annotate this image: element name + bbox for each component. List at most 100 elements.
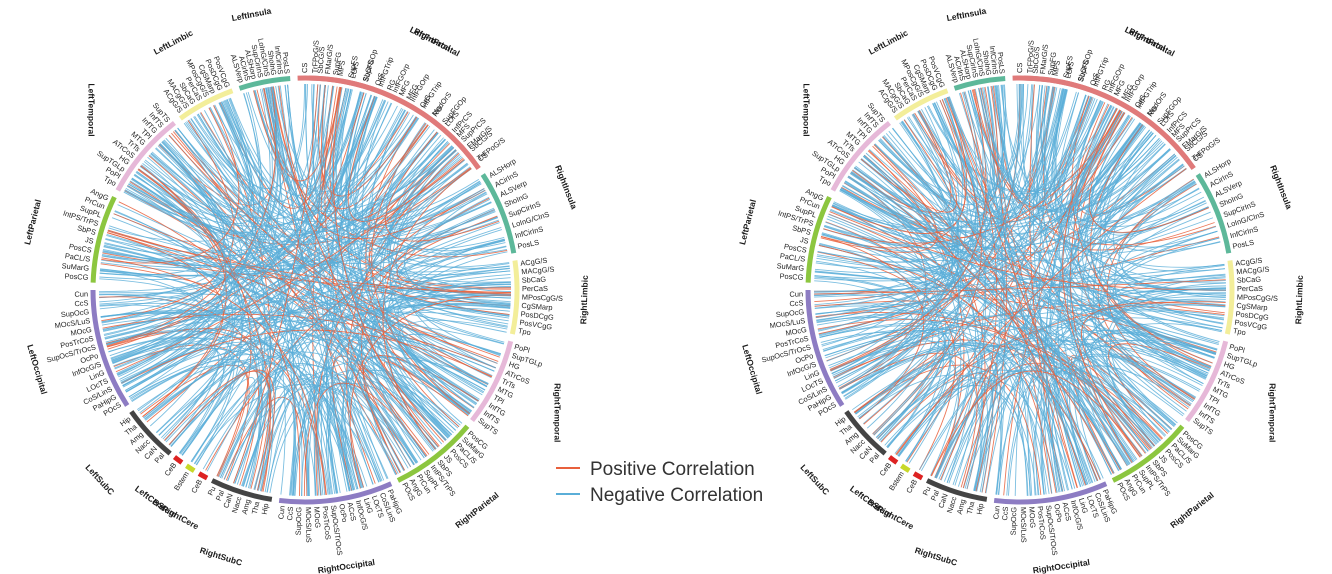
positive-connection bbox=[208, 107, 271, 489]
node-label: Bstem bbox=[887, 470, 906, 492]
positive-connection bbox=[864, 154, 986, 490]
negative-connection bbox=[99, 137, 225, 276]
positive-connection bbox=[814, 300, 929, 335]
negative-connection bbox=[341, 94, 425, 459]
node-label: MOcG bbox=[1027, 506, 1037, 528]
node-label: PaCL/S bbox=[779, 251, 806, 263]
node-label: JS bbox=[799, 235, 809, 246]
negative-connection bbox=[815, 138, 1160, 318]
negative-legend-label: Negative Correlation bbox=[590, 485, 763, 506]
negative-connection bbox=[195, 364, 418, 466]
negative-connection bbox=[821, 329, 952, 462]
left-occipital-arc bbox=[90, 289, 130, 407]
node-label: Cun bbox=[789, 289, 803, 298]
node-label: Tpo bbox=[517, 326, 531, 337]
negative-connection bbox=[404, 182, 510, 317]
node-label: JS bbox=[84, 235, 94, 246]
left-cere-arc bbox=[887, 455, 899, 465]
node-label: SupFG bbox=[1046, 51, 1058, 76]
positive-connection bbox=[113, 213, 499, 362]
negative-connection bbox=[857, 350, 1076, 489]
right-subc-arc bbox=[210, 478, 273, 502]
negative-connection bbox=[219, 102, 489, 385]
positive-connection bbox=[121, 329, 493, 384]
negative-connection bbox=[948, 96, 1158, 445]
node-label: MFS bbox=[1051, 60, 1062, 77]
negative-connection bbox=[106, 95, 375, 346]
negative-connection bbox=[196, 114, 450, 438]
negative-connection bbox=[99, 269, 353, 491]
negative-connection bbox=[1073, 292, 1226, 482]
negative-connection bbox=[872, 95, 1089, 435]
node-label: CS bbox=[1015, 63, 1024, 73]
right-insula-arc bbox=[480, 173, 517, 254]
node-label: Tpo bbox=[1232, 326, 1246, 337]
positive-connection bbox=[333, 87, 440, 447]
right-occipital-region-label: RightOccipital bbox=[1032, 557, 1090, 574]
left-subc-arc bbox=[844, 410, 887, 456]
negative-connection bbox=[124, 189, 498, 364]
node-label: OrS bbox=[373, 71, 386, 86]
negative-connection bbox=[349, 93, 486, 226]
positive-connection bbox=[820, 145, 938, 253]
node-label: MACgG/S bbox=[1236, 265, 1270, 277]
negative-connection bbox=[145, 207, 495, 421]
right-insula-region-label: RightInsula bbox=[1268, 164, 1294, 211]
negative-connection bbox=[131, 153, 236, 238]
negative-connection bbox=[814, 233, 927, 282]
negative-connection bbox=[161, 139, 446, 438]
negative-connection bbox=[389, 149, 472, 413]
negative-connection bbox=[1100, 230, 1218, 374]
negative-connection bbox=[123, 107, 251, 235]
right-occipital-arc bbox=[993, 481, 1108, 505]
negative-connection bbox=[391, 245, 511, 285]
right-insula-region-label: RightInsula bbox=[553, 164, 579, 211]
node-label: HG bbox=[1223, 359, 1237, 371]
positive-connection bbox=[823, 110, 1122, 244]
node-label: PosLS bbox=[1232, 238, 1255, 251]
negative-connection bbox=[1064, 110, 1143, 221]
right-limbic-arc bbox=[509, 260, 520, 335]
right-temporal-arc bbox=[1185, 340, 1229, 423]
negative-connection bbox=[814, 293, 1136, 462]
positive-connection bbox=[101, 105, 240, 264]
positive-legend-label: Positive Correlation bbox=[590, 459, 755, 480]
negative-connection bbox=[817, 122, 1141, 331]
negative-connection bbox=[879, 138, 1227, 291]
negative-connection bbox=[816, 312, 952, 425]
positive-connection bbox=[833, 339, 1121, 471]
negative-connection bbox=[1081, 155, 1195, 245]
negative-connection bbox=[1040, 132, 1154, 495]
node-label: PerCaS bbox=[522, 284, 548, 293]
negative-connection bbox=[254, 89, 478, 404]
negative-connection bbox=[847, 158, 934, 227]
node-label: RG bbox=[385, 78, 398, 92]
negative-connection bbox=[292, 163, 468, 496]
negative-connection bbox=[814, 89, 1067, 309]
node-label: LOrS bbox=[1063, 60, 1076, 79]
negative-connection bbox=[833, 84, 1024, 379]
negative-connection bbox=[227, 222, 500, 482]
node-label: SuMarG bbox=[61, 261, 90, 273]
node-label: PosCS bbox=[68, 242, 92, 255]
bstem-arc bbox=[900, 463, 911, 473]
positive-connection bbox=[118, 201, 301, 496]
node-label: PosDCgG bbox=[1235, 309, 1269, 322]
left-temporal-arc bbox=[830, 120, 892, 192]
node-label: SupOcG bbox=[60, 307, 89, 319]
negative-connection bbox=[841, 105, 1113, 228]
node-label: RG bbox=[1100, 78, 1113, 92]
node-label: Amg bbox=[240, 498, 253, 515]
positive-connection bbox=[148, 155, 430, 455]
negative-connection bbox=[193, 303, 511, 464]
negative-connection bbox=[162, 140, 272, 492]
node-label: SupOcG bbox=[1009, 507, 1019, 536]
negative-connection bbox=[1003, 84, 1218, 254]
negative-connection bbox=[934, 164, 1184, 478]
left-insula-arc bbox=[238, 76, 291, 91]
left-subc-region-label: LeftSubC bbox=[798, 462, 831, 497]
positive-connection bbox=[253, 87, 341, 182]
left-limbic-arc bbox=[893, 88, 949, 121]
negative-connection bbox=[186, 121, 499, 240]
